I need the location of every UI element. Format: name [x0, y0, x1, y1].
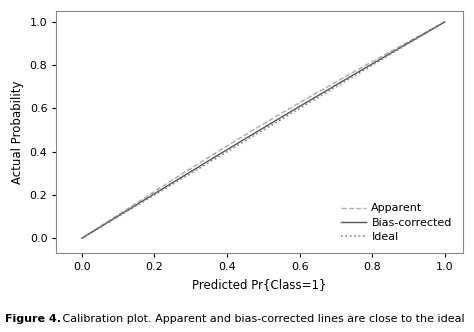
- Apparent: [295, 102, 301, 106]
- Bias-corrected: [295, 106, 301, 110]
- Ideal: [442, 20, 447, 24]
- Bias-corrected: [294, 106, 300, 110]
- Text: Calibration plot. Apparent and bias-corrected lines are close to the ideal: Calibration plot. Apparent and bias-corr…: [59, 314, 465, 324]
- Y-axis label: Actual Probability: Actual Probability: [11, 81, 24, 184]
- Apparent: [294, 102, 300, 106]
- Bias-corrected: [442, 20, 447, 24]
- Text: Figure 4.: Figure 4.: [5, 314, 61, 324]
- Bias-corrected: [408, 40, 414, 43]
- Line: Apparent: Apparent: [82, 22, 445, 238]
- Bias-corrected: [79, 236, 85, 240]
- Legend: Apparent, Bias-corrected, Ideal: Apparent, Bias-corrected, Ideal: [336, 198, 457, 248]
- Ideal: [294, 108, 300, 112]
- Ideal: [295, 108, 301, 112]
- Ideal: [408, 40, 414, 44]
- Ideal: [79, 236, 85, 240]
- Bias-corrected: [301, 102, 307, 106]
- Apparent: [385, 51, 391, 55]
- Ideal: [301, 104, 307, 108]
- Bias-corrected: [80, 235, 86, 239]
- Ideal: [385, 54, 391, 58]
- Apparent: [79, 236, 85, 240]
- Ideal: [80, 236, 86, 240]
- Apparent: [80, 235, 86, 239]
- Line: Bias-corrected: Bias-corrected: [82, 22, 445, 238]
- Apparent: [442, 20, 447, 24]
- Apparent: [408, 39, 414, 42]
- Line: Ideal: Ideal: [82, 22, 445, 238]
- X-axis label: Predicted Pr{Class=1}: Predicted Pr{Class=1}: [192, 278, 327, 291]
- Bias-corrected: [385, 53, 391, 57]
- Apparent: [301, 98, 307, 102]
